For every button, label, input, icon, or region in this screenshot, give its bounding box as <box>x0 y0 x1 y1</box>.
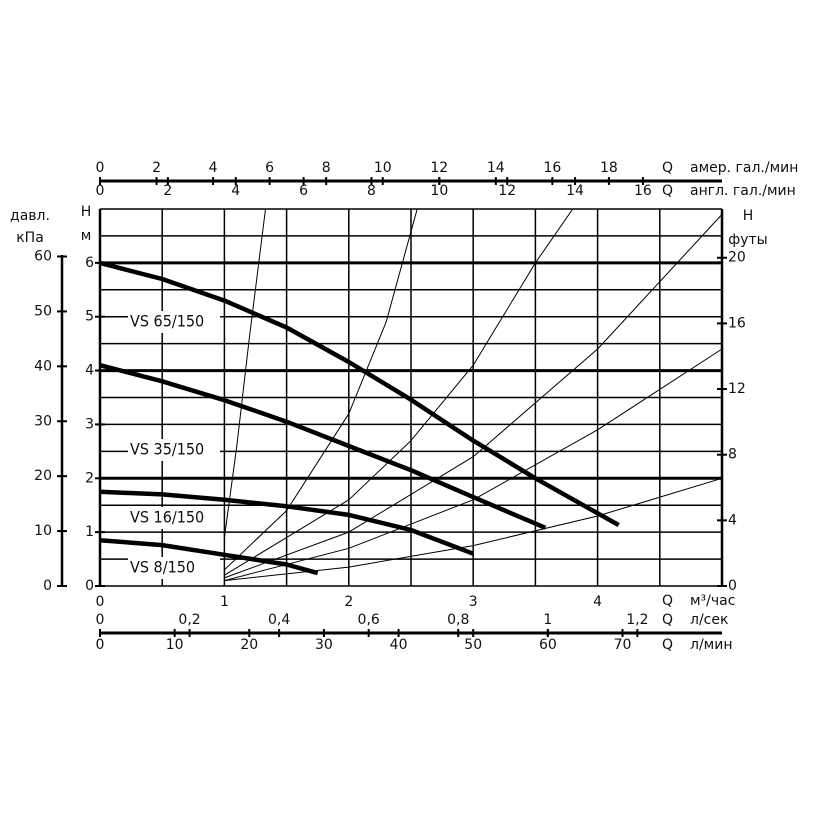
x-tick-label: 0 <box>96 160 105 176</box>
y-tick-label: 5 <box>85 309 94 325</box>
y-tick-label: 4 <box>728 512 737 528</box>
x-tick-label: 2 <box>163 183 172 199</box>
curve-label: VS 65/150 <box>130 312 204 331</box>
x-axis-label: л/сек <box>690 612 728 628</box>
y-tick-label: 60 <box>34 249 52 265</box>
y-tick-label: 40 <box>34 358 52 374</box>
label-bg <box>128 311 220 333</box>
x-tick-label: 70 <box>614 637 632 653</box>
x-tick-label: 1,2 <box>626 612 648 628</box>
x-tick-label: 0 <box>96 183 105 199</box>
y-axis-label: м <box>81 228 92 244</box>
x-axis-label: м³/час <box>690 593 735 609</box>
y-tick-label: 30 <box>34 413 52 429</box>
x-tick-label: 1 <box>543 612 552 628</box>
x-tick-label: 0 <box>96 594 105 610</box>
x-axis-label: амер. гал./мин <box>690 160 798 176</box>
x-tick-label: 0,4 <box>268 612 290 628</box>
x-tick-label: 8 <box>322 160 331 176</box>
x-tick-label: 2 <box>152 160 161 176</box>
x-tick-label: 12 <box>498 183 516 199</box>
pump-curve <box>99 363 547 530</box>
curve-label: VS 35/150 <box>130 440 204 459</box>
x-tick-label: 0 <box>96 612 105 628</box>
y-axis-label: H <box>743 208 754 224</box>
x-tick-label: 8 <box>367 183 376 199</box>
y-tick-label: 20 <box>728 250 746 266</box>
system-curve <box>224 348 723 582</box>
system-curve <box>224 208 418 571</box>
y-tick-label: 16 <box>728 315 746 331</box>
x-tick-label: 0,6 <box>358 612 380 628</box>
x-tick-label: 50 <box>464 637 482 653</box>
x-tick-label: 2 <box>344 594 353 610</box>
x-tick-label: 4 <box>231 183 240 199</box>
x-tick-label: 14 <box>487 160 505 176</box>
y-tick-label: 2 <box>85 470 94 486</box>
y-axis-label: кПа <box>16 230 44 246</box>
x-tick-label: 4 <box>209 160 218 176</box>
x-tick-label: 6 <box>265 160 274 176</box>
y-tick-label: 20 <box>34 468 52 484</box>
x-axis-label: л/мин <box>690 637 732 653</box>
x-tick-label: 10 <box>430 183 448 199</box>
curve-label: VS 8/150 <box>130 558 195 577</box>
x-tick-label: 60 <box>539 637 557 653</box>
y-tick-label: 0 <box>43 578 52 594</box>
x-axis-q: Q <box>662 160 673 176</box>
y-tick-label: 4 <box>85 363 94 379</box>
y-tick-label: 12 <box>728 381 746 397</box>
x-tick-label: 20 <box>240 637 258 653</box>
x-tick-label: 0,2 <box>178 612 200 628</box>
x-tick-label: 16 <box>634 183 652 199</box>
x-axis-q: Q <box>662 183 673 199</box>
x-tick-label: 0 <box>96 637 105 653</box>
x-axis-q: Q <box>662 593 673 609</box>
label-bg <box>128 439 220 461</box>
x-tick-label: 40 <box>390 637 408 653</box>
y-tick-label: 3 <box>85 416 94 432</box>
x-tick-label: 1 <box>220 594 229 610</box>
x-tick-label: 10 <box>166 637 184 653</box>
x-axis-q: Q <box>662 637 673 653</box>
x-axis-label: англ. гал./мин <box>690 183 796 199</box>
y-axis-label: давл. <box>10 208 50 224</box>
x-tick-label: 30 <box>315 637 333 653</box>
x-tick-label: 16 <box>543 160 561 176</box>
x-tick-label: 4 <box>593 594 602 610</box>
y-tick-label: 10 <box>34 523 52 539</box>
x-tick-label: 12 <box>430 160 448 176</box>
pump-curve <box>99 489 475 556</box>
y-tick-label: 8 <box>728 447 737 463</box>
x-tick-label: 6 <box>299 183 308 199</box>
label-bg <box>128 557 220 579</box>
curve-label: VS 16/150 <box>130 508 204 527</box>
system-curve <box>223 208 266 538</box>
y-tick-label: 6 <box>85 255 94 271</box>
pump-curve <box>99 537 319 576</box>
x-tick-label: 10 <box>374 160 392 176</box>
x-tick-label: 3 <box>469 594 478 610</box>
x-tick-label: 18 <box>600 160 618 176</box>
x-tick-label: 0,8 <box>447 612 469 628</box>
x-tick-label: 14 <box>566 183 584 199</box>
system-curve <box>224 214 723 579</box>
y-tick-label: 0 <box>85 578 94 594</box>
y-tick-label: 50 <box>34 303 52 319</box>
y-tick-label: 1 <box>85 524 94 540</box>
y-tick-label: 0 <box>728 578 737 594</box>
label-bg <box>128 507 220 529</box>
y-axis-label: H <box>81 204 92 220</box>
x-axis-q: Q <box>662 612 673 628</box>
pump-curve <box>99 260 620 528</box>
y-axis-label: футы <box>728 232 767 248</box>
